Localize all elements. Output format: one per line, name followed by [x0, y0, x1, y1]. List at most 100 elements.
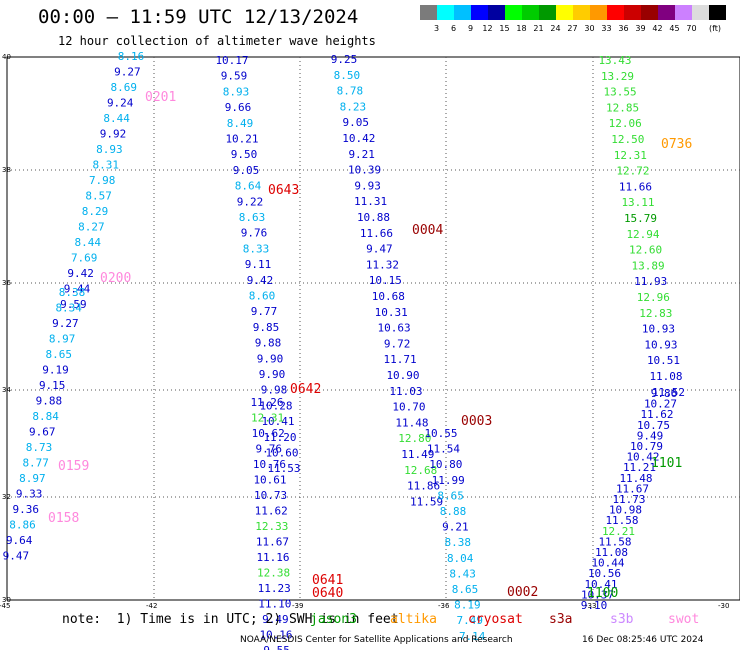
- wave-height-value: 9.92: [100, 128, 127, 141]
- wave-height-value: 12.80: [398, 432, 431, 445]
- track-0200: 8.38 8.34 9.27 8.97 8.65 9.19 9.15 9.88 8.84 9.67…: [3, 271, 132, 563]
- wave-height-value: 8.77: [22, 457, 49, 470]
- wave-height-value: 11.99: [432, 474, 465, 487]
- colorbar-label: 3: [433, 24, 440, 33]
- wave-height-value: 11.08: [595, 546, 628, 559]
- colorbar-label: 6: [450, 24, 457, 33]
- wave-height-value: 9.88: [36, 395, 63, 408]
- wave-height-value: 10.93: [642, 323, 675, 336]
- wave-height-value: 9.47: [366, 243, 393, 256]
- wave-height-value: 10.76: [253, 458, 286, 471]
- latitude-label: 32: [2, 493, 11, 501]
- colorbar-label: 70: [686, 24, 697, 33]
- wave-height-value: 9.55: [263, 644, 290, 650]
- wave-height-value: 8.63: [239, 211, 266, 224]
- wave-height-value: 11.71: [384, 353, 417, 366]
- wave-height-value: 9.66: [225, 101, 252, 114]
- track-0736: 13.43 13.29 13.55 12.85 12.06 12.50 12.31 12.72…: [598, 54, 692, 399]
- wave-height-value: 9.85: [253, 321, 280, 334]
- legend-swot: swot: [668, 612, 700, 627]
- wave-height-value: 12.85: [606, 101, 639, 114]
- wave-height-value: 9.59: [221, 70, 248, 83]
- wave-height-value: 12.38: [257, 567, 290, 580]
- wave-height-value: 9.36: [13, 503, 40, 516]
- wave-height-value: 9.42: [247, 274, 274, 287]
- track-0003: 10.55 11.54 10.80 11.99 8.65 8.88 9.21 8.38 8.04…: [424, 414, 492, 643]
- wave-height-value: 11.52: [652, 386, 685, 399]
- track-1101: 9.8610.2711.6210.759.4910.7910.4211.2111…: [581, 387, 683, 612]
- wave-height-value: 8.73: [26, 441, 53, 454]
- wave-height-value: 8.04: [447, 552, 474, 565]
- colorbar-label: 27: [567, 24, 578, 33]
- wave-height-value: 8.23: [340, 100, 367, 113]
- wave-height-value: 8.65: [452, 583, 479, 596]
- wave-height-value: 9.49: [262, 613, 289, 626]
- wave-height-value: 10.80: [429, 458, 462, 471]
- wave-height-value: 11.08: [649, 370, 682, 383]
- wave-height-value: 13.43: [598, 54, 631, 67]
- wave-height-value: 12.21: [602, 525, 635, 538]
- wave-height-value: 9.27: [114, 66, 141, 79]
- wave-height-value: 11.86: [407, 480, 440, 493]
- wave-height-value: 9.47: [3, 550, 30, 563]
- wave-height-value: 12.68: [404, 464, 437, 477]
- wave-height-value: 11.58: [598, 535, 631, 548]
- wave-height-value: 12.06: [609, 117, 642, 130]
- wave-height-value: 8.78: [337, 85, 364, 98]
- wave-height-value: 9.76: [256, 443, 283, 456]
- colorbar-label: 30: [584, 24, 595, 33]
- track-time-label: 0641: [312, 573, 343, 588]
- wave-height-value: 12.83: [639, 307, 672, 320]
- wave-height-value: 9.86: [651, 387, 678, 400]
- legend-altika: altika: [390, 612, 437, 627]
- colorbar-swatch: [590, 5, 607, 20]
- wave-height-value: 10.75: [637, 419, 670, 432]
- wave-height-value: 8.97: [19, 472, 46, 485]
- wave-height-value: 15.79: [624, 212, 657, 225]
- wave-height-value: 8.31: [93, 159, 120, 172]
- wave-height-value: 11.10: [258, 598, 291, 611]
- wave-height-value: 9.49: [637, 429, 664, 442]
- issued-timestamp: 16 Dec 08:25:46 UTC 2024: [582, 635, 704, 645]
- wave-height-value: 10.16: [259, 629, 292, 642]
- wave-height-value: 11.66: [360, 227, 393, 240]
- colorbar-label: 24: [550, 24, 561, 33]
- colorbar-swatch: [573, 5, 590, 20]
- credit-line: NOAA/NESDIS Center for Satellite Applica…: [240, 635, 513, 645]
- wave-height-value: 9.33: [16, 488, 43, 501]
- colorbar-label: 12: [482, 24, 493, 33]
- wave-height-value: 10.37: [581, 588, 614, 601]
- wave-height-value: 12.33: [255, 520, 288, 533]
- wave-height-value: 7.49: [457, 614, 484, 627]
- legend-cryosat: cryosat: [468, 612, 523, 627]
- longitude-label: -33: [585, 602, 597, 610]
- colorbar-label: 45: [669, 24, 680, 33]
- wave-height-value: 9.15: [39, 379, 66, 392]
- wave-height-value: 8.27: [78, 221, 105, 234]
- track-time-label: 0158: [48, 511, 79, 526]
- wave-height-value: 9.11: [245, 258, 272, 271]
- track-time-label: 0003: [461, 414, 492, 429]
- wave-height-value: 9.05: [233, 164, 260, 177]
- wave-height-value: 10.31: [375, 306, 408, 319]
- track-0159: 0159: [58, 459, 89, 474]
- wave-height-value: 8.65: [46, 348, 73, 361]
- wave-height-value: 13.29: [601, 70, 634, 83]
- wave-height-value: 10.42: [342, 132, 375, 145]
- wave-height-value: 11.48: [619, 472, 652, 485]
- wave-height-value: 11.23: [258, 582, 291, 595]
- wave-height-value: 10.61: [253, 474, 286, 487]
- wave-height-value: 8.33: [243, 242, 270, 255]
- colorbar-label: 15: [499, 24, 510, 33]
- colorbar-swatch: [607, 5, 624, 20]
- colorbar-label: 21: [533, 24, 544, 33]
- wave-height-value: 9.64: [6, 534, 33, 547]
- wave-height-value: 8.84: [32, 410, 59, 423]
- wave-height-value: 10.88: [357, 211, 390, 224]
- track-0002: 0002: [507, 585, 538, 600]
- track-time-label: 0736: [661, 137, 692, 152]
- wave-height-value: 12.72: [616, 165, 649, 178]
- wave-height-value: 13.55: [604, 86, 637, 99]
- colorbar-label: 42: [652, 24, 663, 33]
